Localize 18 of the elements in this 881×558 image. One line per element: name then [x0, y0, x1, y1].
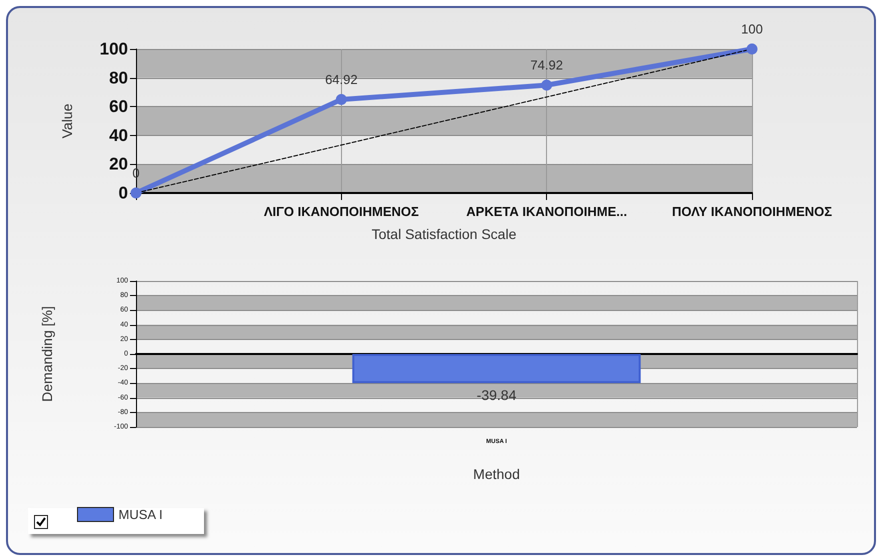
- x-axis-title: Method: [473, 466, 520, 482]
- y-tick-label: 20: [109, 154, 128, 174]
- data-label: 74.92: [530, 58, 563, 73]
- x-tick-label: ΛΙΓΟ ΙΚΑΝΟΠΟΙΗΜΕΝΟΣ: [264, 204, 420, 219]
- y-axis-title: Demanding [%]: [39, 306, 55, 402]
- y-tick-label: 80: [109, 68, 128, 88]
- x-tick-label: ΠΟΛΥ ΙΚΑΝΟΠΟΙΗΜΕΝΟΣ: [672, 204, 832, 219]
- x-tick-label: ΑΡΚΕΤΑ ΙΚΑΝΟΠΟΙΗΜΕ...: [466, 204, 628, 219]
- legend-label: MUSA I: [118, 507, 163, 522]
- data-label: -39.84: [476, 387, 517, 404]
- y-tick-label: 40: [109, 126, 128, 145]
- y-tick-label: 0: [118, 184, 128, 202]
- data-label: 100: [741, 22, 763, 36]
- y-tick-label: 60: [109, 97, 128, 116]
- x-axis-title: Total Satisfaction Scale: [372, 226, 517, 242]
- y-tick-label: 100: [100, 40, 128, 58]
- data-label: 64.92: [325, 72, 358, 88]
- y-axis-title: Value: [59, 103, 75, 138]
